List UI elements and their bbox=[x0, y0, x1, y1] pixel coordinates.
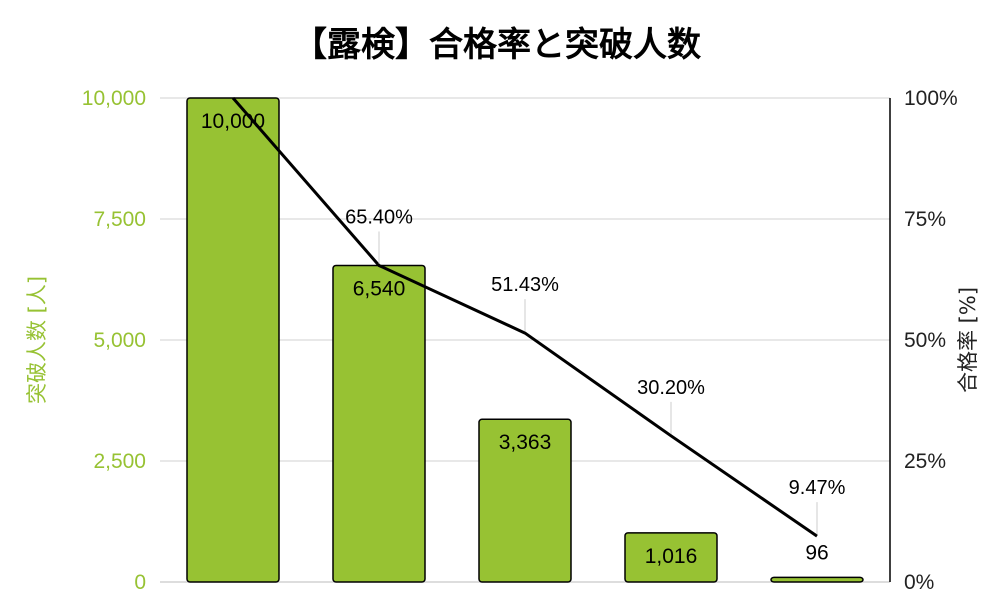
right-tick-label: 25% bbox=[904, 450, 946, 473]
rate-line bbox=[231, 97, 818, 538]
right-tick-label: 75% bbox=[904, 208, 946, 231]
bar-value-label: 6,540 bbox=[353, 277, 406, 300]
rate-value-label: 65.40% bbox=[345, 206, 413, 228]
left-tick-label: 2,500 bbox=[93, 450, 146, 473]
left-tick-label: 5,000 bbox=[93, 329, 146, 352]
bar bbox=[332, 264, 426, 583]
right-axis-title: 合格率 [%] bbox=[956, 287, 980, 393]
bar-value-label: 10,000 bbox=[201, 110, 265, 133]
right-tick-label: 0% bbox=[904, 571, 934, 594]
left-axis-title: 突破人数 [人] bbox=[25, 276, 49, 404]
bar bbox=[478, 418, 572, 583]
rate-labels: 65.40% 51.43% 30.20% 9.47% bbox=[345, 206, 846, 535]
left-tick-label: 7,500 bbox=[93, 208, 146, 231]
right-tick-label: 50% bbox=[904, 329, 946, 352]
right-axis-ticks: 0% 25% 50% 75% 100% bbox=[904, 87, 958, 594]
rate-value-label: 9.47% bbox=[789, 477, 846, 499]
rate-value-label: 51.43% bbox=[491, 274, 559, 296]
left-tick-label: 0 bbox=[134, 571, 146, 594]
bar bbox=[624, 532, 718, 583]
rate-value-label: 30.20% bbox=[637, 377, 705, 399]
right-tick-label: 100% bbox=[904, 87, 958, 110]
chart-title: 【露検】合格率と突破人数 bbox=[293, 25, 701, 65]
rate-line-series bbox=[231, 97, 818, 538]
bar-value-label: 96 bbox=[805, 541, 828, 564]
bar bbox=[770, 576, 864, 583]
bar-value-label: 1,016 bbox=[645, 545, 698, 568]
bar-value-label: 3,363 bbox=[499, 431, 552, 454]
bar bbox=[186, 97, 280, 583]
left-axis-ticks: 0 2,500 5,000 7,500 10,000 bbox=[82, 87, 146, 594]
bar-labels: 10,000 6,540 3,363 1,016 96 bbox=[201, 110, 829, 568]
left-tick-label: 10,000 bbox=[82, 87, 146, 110]
